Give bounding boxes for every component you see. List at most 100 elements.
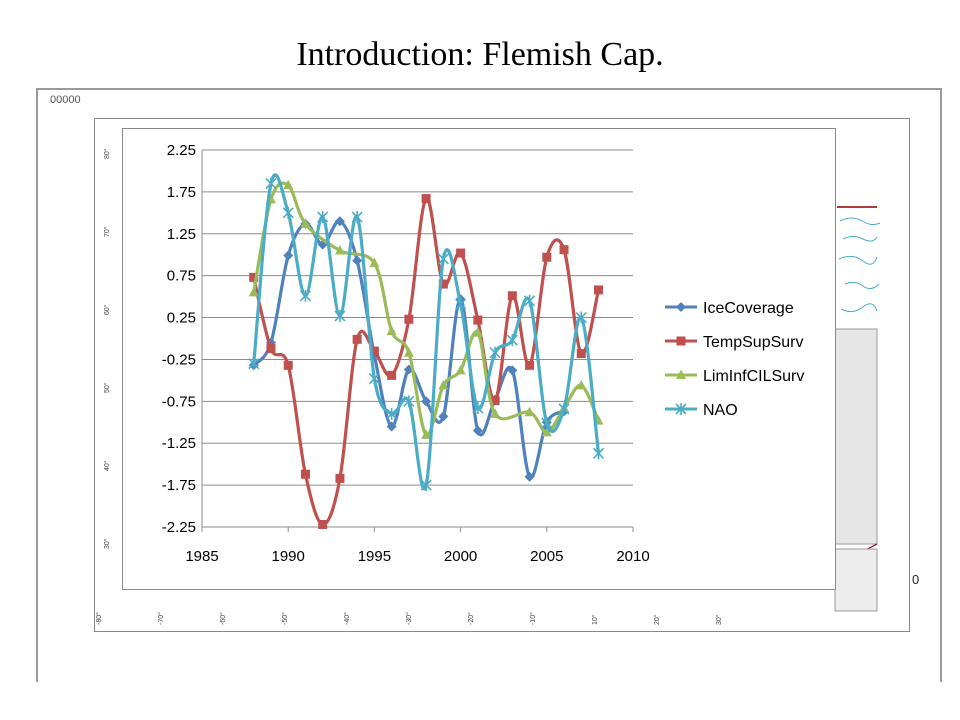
data-point-nao (351, 211, 363, 224)
y-tick-label: 1.75 (167, 184, 196, 201)
data-point-liminfcilsurv (421, 429, 432, 439)
data-point-tempsupsurv (300, 469, 310, 479)
data-point-tempsupsurv (249, 272, 259, 282)
data-point-liminfcilsurv (369, 257, 380, 268)
map-side-digit: 0 (912, 572, 920, 587)
map-lat-labels: 80° 70° 60° 50° 40° 30° (103, 148, 111, 549)
series-tempsupsurv (249, 194, 604, 529)
data-point-icecoverage (334, 216, 345, 227)
legend-label: TempSupSurv (703, 334, 804, 351)
data-point-tempsupsurv (507, 291, 517, 301)
data-point-nao (437, 252, 449, 265)
axis-layer: 2.25 1.75 1.25 0.75 0.25 -0.25 -0.75 -1.25 -1.75… (162, 142, 650, 565)
data-point-nao (558, 402, 570, 415)
data-point-nao (403, 395, 415, 408)
data-point-tempsupsurv (559, 245, 569, 255)
legend-swatch-marker (676, 336, 686, 346)
data-point-liminfcilsurv (576, 379, 587, 390)
map-lon-label: -70° (157, 612, 165, 625)
map-lat-label: 40° (103, 460, 111, 471)
y-tick-label: -1.25 (162, 435, 196, 452)
data-point-icecoverage (386, 421, 397, 432)
data-point-nao (317, 211, 329, 224)
data-point-icecoverage (421, 396, 432, 407)
legend-label: LimInfCILSurv (703, 368, 804, 385)
legend-item-nao: NAO (665, 402, 738, 419)
data-point-tempsupsurv (490, 395, 500, 405)
data-point-tempsupsurv (576, 349, 586, 359)
data-point-tempsupsurv (335, 473, 345, 483)
data-point-nao (299, 289, 312, 302)
data-point-liminfcilsurv (524, 406, 535, 417)
x-tick-label: 1990 (272, 548, 305, 565)
map-lat-label: 50° (103, 382, 111, 393)
data-point-liminfcilsurv (248, 286, 259, 297)
slide-title: Introduction: Flemish Cap. (296, 36, 664, 73)
line-chart: 2.25 1.75 1.25 0.75 0.25 -0.25 -0.75 -1.25 -1.75… (162, 142, 805, 565)
x-tick-label: 2005 (530, 548, 563, 565)
data-point-nao (506, 334, 518, 347)
map-coastline-fragments (832, 206, 881, 612)
y-tick-label: -1.75 (162, 477, 196, 494)
data-point-tempsupsurv (421, 194, 431, 204)
map-lon-label: -40° (343, 612, 351, 625)
data-point-nao (455, 298, 467, 311)
data-point-nao (334, 309, 346, 322)
data-point-icecoverage (317, 239, 328, 250)
data-point-icecoverage (283, 250, 294, 261)
map-lon-label: -80° (95, 612, 103, 625)
data-point-tempsupsurv (438, 279, 448, 289)
legend-item-liminfcilsurv: LimInfCILSurv (665, 368, 804, 385)
data-point-liminfcilsurv (472, 327, 483, 337)
map-lon-label: -20° (467, 612, 475, 625)
data-point-liminfcilsurv (283, 179, 294, 190)
x-tick-label: 2010 (616, 548, 649, 565)
map-land-patch-south (834, 548, 878, 612)
data-point-nao (420, 479, 432, 492)
data-point-liminfcilsurv (300, 218, 311, 228)
map-lat-label: 60° (103, 304, 111, 315)
legend-label: IceCoverage (703, 300, 794, 317)
data-point-tempsupsurv (456, 248, 466, 258)
data-point-nao (368, 372, 380, 385)
data-point-nao (386, 407, 398, 420)
data-point-nao (282, 206, 294, 219)
map-lon-label: -10° (529, 612, 537, 625)
legend-swatch-marker (676, 369, 686, 379)
data-point-tempsupsurv (352, 334, 362, 344)
data-point-icecoverage (524, 471, 535, 482)
data-point-nao (592, 447, 605, 460)
x-tick-label: 1985 (185, 548, 218, 565)
y-tick-label: -2.25 (162, 519, 196, 536)
data-point-icecoverage (438, 411, 449, 422)
data-point-tempsupsurv (473, 315, 483, 325)
y-tick-label: 2.25 (167, 142, 196, 159)
data-point-tempsupsurv (369, 346, 379, 356)
data-point-tempsupsurv (404, 314, 414, 324)
x-tick-label: 2000 (444, 548, 477, 565)
data-point-nao (265, 177, 277, 190)
map-lon-labels: -80° -70° -60° -50° -40° -30° -20° -10° 10° 20° 30… (95, 612, 723, 625)
data-point-nao (575, 311, 587, 324)
data-point-icecoverage (472, 425, 483, 436)
data-point-nao (489, 346, 501, 359)
map-lon-label: 30° (715, 614, 723, 625)
legend-item-icecoverage: IceCoverage (665, 300, 794, 317)
map-lon-label: 10° (591, 614, 599, 625)
map-lat-label: 30° (103, 538, 111, 549)
data-point-nao (541, 417, 553, 430)
data-point-tempsupsurv (594, 285, 604, 295)
series-nao (248, 173, 605, 492)
legend-label: NAO (703, 402, 738, 419)
data-point-icecoverage (507, 365, 518, 376)
data-point-tempsupsurv (283, 360, 293, 370)
legend-swatch-marker (676, 302, 686, 312)
x-tick-label: 1995 (358, 548, 391, 565)
data-point-liminfcilsurv (541, 426, 552, 437)
data-point-liminfcilsurv (455, 364, 466, 375)
chart-container: 2.25 1.75 1.25 0.75 0.25 -0.25 -0.75 -1.25 -1.75… (122, 128, 836, 590)
map-lon-label: -60° (219, 612, 227, 625)
y-tick-label: -0.75 (162, 393, 196, 410)
map-lon-label: -50° (281, 612, 289, 625)
map-lon-label: -30° (405, 612, 413, 625)
